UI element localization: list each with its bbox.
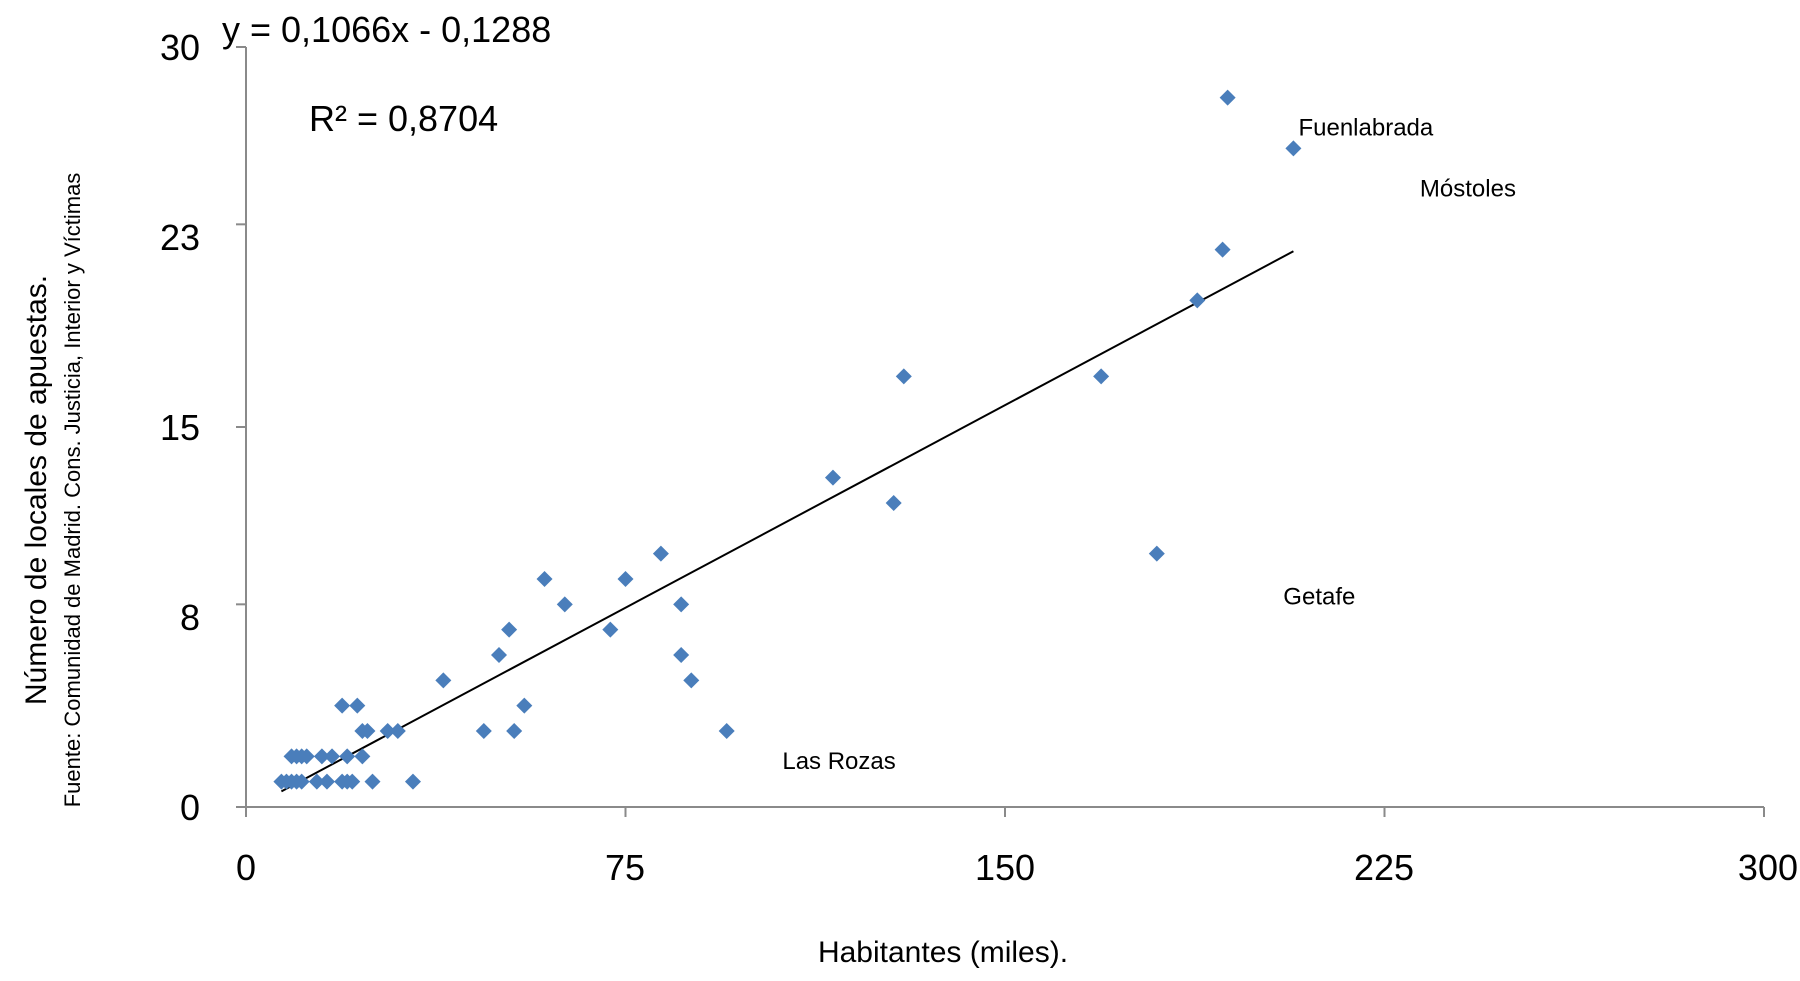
x-tick-label-1: 75 [605,847,645,888]
data-point-34 [602,621,619,638]
x-tick-label-0: 0 [236,847,256,888]
data-point-37 [673,596,690,613]
data-point-25 [404,773,421,790]
data-point-26 [435,672,452,689]
y-tick-marks [236,46,246,808]
x-tick-label-3: 225 [1354,847,1414,888]
data-point-39 [683,672,700,689]
data-point-10 [313,748,330,765]
data-point-8 [298,748,315,765]
data-points [273,89,1302,790]
data-point-32 [536,571,553,587]
y-tick-label-0: 0 [180,787,200,828]
y-tick-label-1: 8 [180,597,200,638]
data-point-35 [617,571,634,587]
y-axis-title: Número de locales de apuestas. [20,275,53,705]
data-point-43 [895,368,912,385]
data-point-40 [718,723,735,739]
data-point-30 [506,723,523,739]
data-point-44 [1093,368,1110,385]
data-point-18 [349,697,366,714]
data-point-29 [501,621,518,638]
data-point-42 [885,495,902,511]
data-point-22 [364,773,381,790]
y-tick-label-3: 23 [160,217,200,258]
data-point-28 [491,647,507,663]
data-point-27 [475,723,492,739]
x-tick-label-2: 150 [975,847,1035,888]
data-point-48 [1219,89,1236,106]
data-point-15 [334,697,351,714]
data-point-17 [344,773,361,790]
y-axis-source: Fuente: Comunidad de Madrid. Cons. Justi… [60,173,85,808]
data-point-9 [308,773,325,790]
annotation-fuenlabrada: Fuenlabrada [1298,115,1433,142]
data-point-49 [1285,140,1302,157]
y-tick-label-2: 15 [160,407,200,448]
data-point-41 [824,469,841,486]
x-axis-title: Habitantes (miles). [818,936,1068,969]
data-point-19 [354,748,371,765]
data-point-24 [389,723,406,739]
data-point-47 [1214,241,1231,258]
data-point-46 [1189,292,1206,309]
data-point-33 [556,596,573,613]
y-tick-label-4: 30 [160,27,200,68]
data-point-23 [379,723,396,739]
trendline-equation: y = 0,1066x - 0,1288 [222,9,551,50]
data-point-31 [516,697,533,714]
data-point-4 [293,773,310,790]
data-point-16 [339,748,356,765]
data-point-12 [324,748,341,765]
r-squared-label: R² = 0,8704 [309,98,498,139]
annotation-getafe: Getafe [1283,583,1355,610]
trend-line [280,250,1294,793]
data-point-38 [673,647,690,663]
x-tick-label-4: 300 [1738,847,1798,888]
x-tick-marks [245,807,1765,817]
data-point-11 [318,773,335,790]
data-point-36 [652,545,669,562]
annotation-las-rozas: Las Rozas [782,748,895,775]
data-point-45 [1148,545,1165,562]
annotation-mostoles: Móstoles [1420,175,1516,202]
data-point-21 [359,723,376,739]
